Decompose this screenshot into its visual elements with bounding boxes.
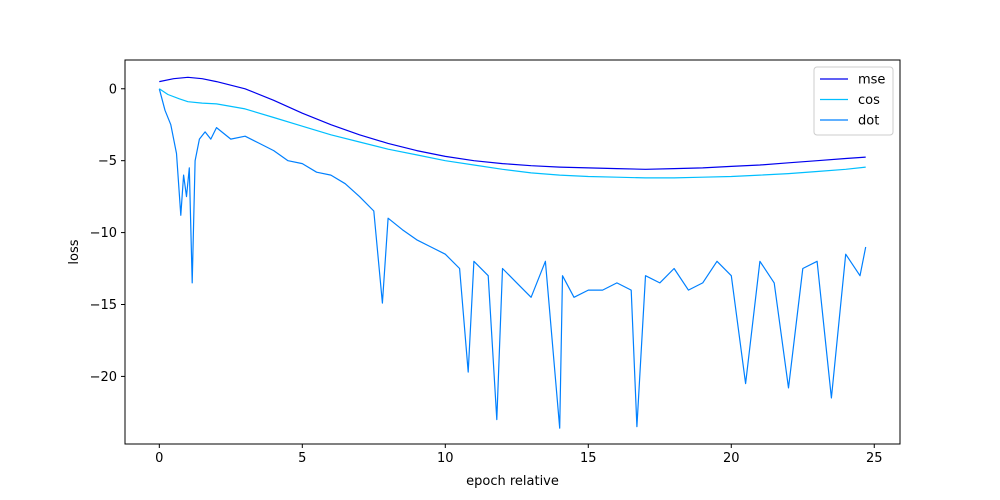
legend: mse cos dot: [813, 66, 894, 136]
x-tick-label: 0: [155, 451, 163, 466]
legend-items: mse cos dot: [820, 73, 885, 129]
legend-label-mse: mse: [858, 73, 885, 88]
y-tick-label: −5: [98, 154, 117, 169]
y-axis-title: loss: [67, 239, 82, 264]
x-tick-label: 25: [866, 451, 883, 466]
x-tick-label: 5: [298, 451, 306, 466]
legend-box: [813, 66, 894, 136]
legend-label-cos: cos: [858, 93, 880, 108]
legend-label-dot: dot: [858, 114, 879, 129]
series-line-mse: [159, 76, 866, 170]
x-tick-label: 20: [723, 451, 740, 466]
y-tick-label: −10: [90, 226, 117, 241]
plot-frame: [124, 59, 901, 445]
y-tick-label: −20: [90, 370, 117, 385]
y-tick-label: −15: [90, 298, 117, 313]
x-tick-label: 10: [437, 451, 454, 466]
x-tick-label: 15: [580, 451, 597, 466]
axis-layer: 0 5 10 15 20 25 0 −5 −10 −15 −20: [90, 82, 883, 466]
series-line-dot: [158, 88, 867, 429]
plot-layer: [158, 76, 867, 429]
y-tick-label: 0: [109, 82, 117, 97]
x-axis-title: epoch relative: [466, 474, 559, 489]
series-line-cos: [158, 88, 866, 179]
